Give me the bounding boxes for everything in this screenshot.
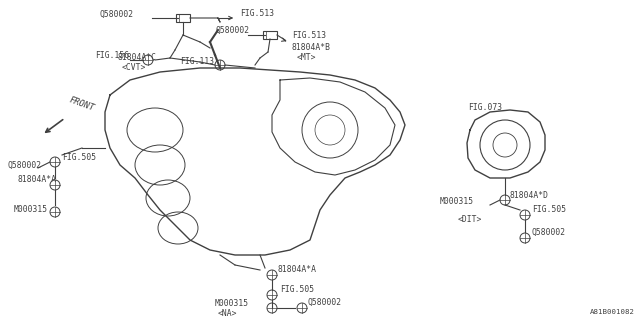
Text: Q580002: Q580002 (532, 228, 566, 236)
Text: <DIT>: <DIT> (458, 215, 483, 225)
Text: FIG.505: FIG.505 (62, 153, 96, 162)
Text: 81804A*B: 81804A*B (292, 43, 331, 52)
Text: <CVT>: <CVT> (122, 63, 147, 73)
Text: FIG.513: FIG.513 (292, 30, 326, 39)
Text: 81804A*A: 81804A*A (18, 175, 57, 185)
Text: 81804A*D: 81804A*D (510, 190, 549, 199)
Text: M000315: M000315 (215, 299, 249, 308)
Text: FIG.156: FIG.156 (95, 52, 129, 60)
Text: A81B001082: A81B001082 (590, 309, 635, 315)
Text: <MT>: <MT> (297, 52, 317, 61)
Text: FIG.073: FIG.073 (468, 103, 502, 113)
Text: Q580002: Q580002 (100, 10, 134, 19)
Text: Q580002: Q580002 (215, 26, 249, 35)
Text: M000315: M000315 (440, 197, 474, 206)
Text: Q580002: Q580002 (8, 161, 42, 170)
Text: FIG.513: FIG.513 (240, 10, 274, 19)
Text: <NA>: <NA> (218, 308, 237, 317)
Text: Q580002: Q580002 (308, 298, 342, 307)
Text: 81804A*A: 81804A*A (278, 266, 317, 275)
Text: FIG.505: FIG.505 (280, 285, 314, 294)
Bar (263, 31, 277, 39)
Text: FIG.505: FIG.505 (532, 205, 566, 214)
Text: M000315: M000315 (14, 205, 48, 214)
Text: 81804A*C: 81804A*C (118, 53, 157, 62)
Text: FIG.113: FIG.113 (180, 58, 214, 67)
Text: FRONT: FRONT (68, 96, 96, 113)
Bar (176, 14, 190, 22)
